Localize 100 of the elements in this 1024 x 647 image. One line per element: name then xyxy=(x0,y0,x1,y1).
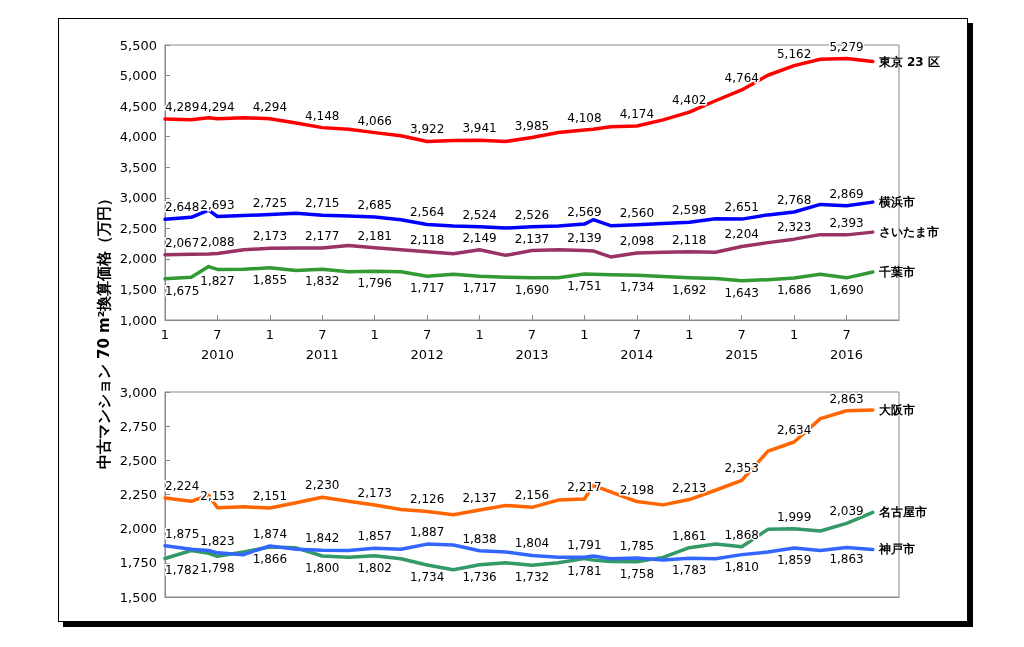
line-series xyxy=(163,230,875,259)
data-label: 1,675 xyxy=(165,283,200,298)
series-label: 横浜市 xyxy=(877,195,915,210)
data-label: 4,289 xyxy=(165,100,200,115)
data-label: 1,796 xyxy=(357,276,392,291)
data-label: 1,874 xyxy=(252,526,288,541)
data-label: 2,393 xyxy=(829,215,864,230)
data-label: 1,866 xyxy=(252,551,288,566)
data-label: 2,137 xyxy=(462,490,497,505)
data-label: 1,999 xyxy=(776,509,812,524)
data-label: 1,690 xyxy=(829,282,864,297)
x-tick-label: 1 xyxy=(790,327,799,342)
y-tick-label: 4,500 xyxy=(119,98,157,114)
x2-tick-label: 2011 xyxy=(305,347,339,362)
data-label: 4,108 xyxy=(567,111,602,126)
series-label: 千葉市 xyxy=(877,264,915,279)
data-label: 2,198 xyxy=(619,482,655,497)
data-label: 1,732 xyxy=(514,570,550,585)
data-label: 2,693 xyxy=(200,197,235,212)
data-label: 2,869 xyxy=(829,186,864,201)
y-tick-label: 5,000 xyxy=(119,68,157,84)
data-label: 1,734 xyxy=(409,570,445,585)
data-label: 1,736 xyxy=(462,569,497,584)
x-tick-label: 7 xyxy=(213,327,222,342)
data-label: 1,734 xyxy=(619,280,655,295)
y-tick-label: 1,000 xyxy=(119,312,157,328)
x-tick-label: 7 xyxy=(737,327,746,342)
data-label: 2,230 xyxy=(305,478,340,493)
y-tick-label: 3,500 xyxy=(119,159,157,175)
data-label: 2,137 xyxy=(514,231,550,246)
data-label: 1,791 xyxy=(567,538,602,553)
data-label: 2,118 xyxy=(672,232,707,247)
data-label: 2,524 xyxy=(462,207,497,222)
y-tick-label: 1,750 xyxy=(119,555,157,571)
x-tick-label: 7 xyxy=(842,327,851,342)
data-label: 1,717 xyxy=(409,281,445,296)
data-label: 2,118 xyxy=(409,232,445,247)
data-label: 2,177 xyxy=(305,229,340,244)
data-label: 3,985 xyxy=(514,118,550,133)
x-tick-label: 7 xyxy=(527,327,537,342)
data-label: 1,810 xyxy=(724,559,759,574)
y-axis-title: 中古マンション 70 m²換算価格（万円） xyxy=(94,190,114,470)
data-label: 1,868 xyxy=(724,527,759,542)
data-label: 2,153 xyxy=(200,488,235,503)
data-label: 1,863 xyxy=(829,552,864,567)
data-label: 1,859 xyxy=(776,552,812,567)
series-label: 大阪市 xyxy=(878,402,915,417)
x-tick-label: 1 xyxy=(580,327,589,342)
data-label: 1,861 xyxy=(672,528,707,543)
data-label: 1,887 xyxy=(409,525,445,540)
data-label: 1,758 xyxy=(619,566,655,581)
y-tick-label: 2,000 xyxy=(119,521,157,537)
data-label: 2,156 xyxy=(514,488,550,503)
data-label: 2,224 xyxy=(165,479,200,494)
data-label: 2,715 xyxy=(305,196,340,211)
y-tick-label: 1,500 xyxy=(119,281,157,297)
data-label: 2,204 xyxy=(724,227,759,242)
data-label: 2,768 xyxy=(776,192,812,207)
y-tick-label: 2,500 xyxy=(119,220,157,236)
series-label: さいたま市 xyxy=(878,225,939,240)
data-label: 2,098 xyxy=(619,233,655,248)
data-label: 2,323 xyxy=(776,220,812,235)
data-label: 1,800 xyxy=(305,561,340,575)
data-label: 2,564 xyxy=(409,205,445,220)
data-label: 2,126 xyxy=(409,492,445,507)
data-label: 1,802 xyxy=(357,560,392,575)
x2-tick-label: 2012 xyxy=(410,347,444,362)
data-label: 2,648 xyxy=(165,200,200,215)
data-label: 5,279 xyxy=(829,39,864,54)
data-label: 4,066 xyxy=(357,113,392,128)
data-label: 4,174 xyxy=(619,107,655,122)
x-tick-label: 1 xyxy=(475,327,484,342)
series-label: 名古屋市 xyxy=(877,505,927,520)
x2-tick-label: 2014 xyxy=(620,347,654,362)
data-label: 1,782 xyxy=(165,563,200,578)
data-label: 1,798 xyxy=(200,561,235,576)
data-label: 5,162 xyxy=(776,46,812,61)
data-label: 2,651 xyxy=(724,200,759,215)
data-label: 1,855 xyxy=(252,272,288,287)
data-label: 1,832 xyxy=(305,274,340,289)
x2-tick-label: 2013 xyxy=(515,347,549,362)
data-label: 2,569 xyxy=(567,205,602,220)
data-label: 2,526 xyxy=(514,207,550,222)
data-label: 1,875 xyxy=(165,526,200,541)
data-label: 1,785 xyxy=(619,539,655,554)
x-tick-label: 7 xyxy=(632,327,641,342)
data-label: 2,685 xyxy=(357,198,392,213)
data-label: 4,764 xyxy=(724,70,759,85)
data-label: 1,751 xyxy=(567,279,602,294)
data-label: 2,598 xyxy=(672,203,707,218)
data-label: 2,067 xyxy=(165,235,200,250)
data-label: 2,088 xyxy=(200,234,235,249)
data-label: 1,717 xyxy=(462,281,497,296)
x-tick-label: 1 xyxy=(370,327,379,342)
y-tick-label: 5,500 xyxy=(119,37,157,53)
y-tick-label: 3,000 xyxy=(119,384,157,400)
data-label: 1,692 xyxy=(672,282,707,297)
y-tick-label: 2,500 xyxy=(119,452,157,468)
data-label: 1,804 xyxy=(514,536,550,551)
data-label: 1,783 xyxy=(672,563,707,578)
